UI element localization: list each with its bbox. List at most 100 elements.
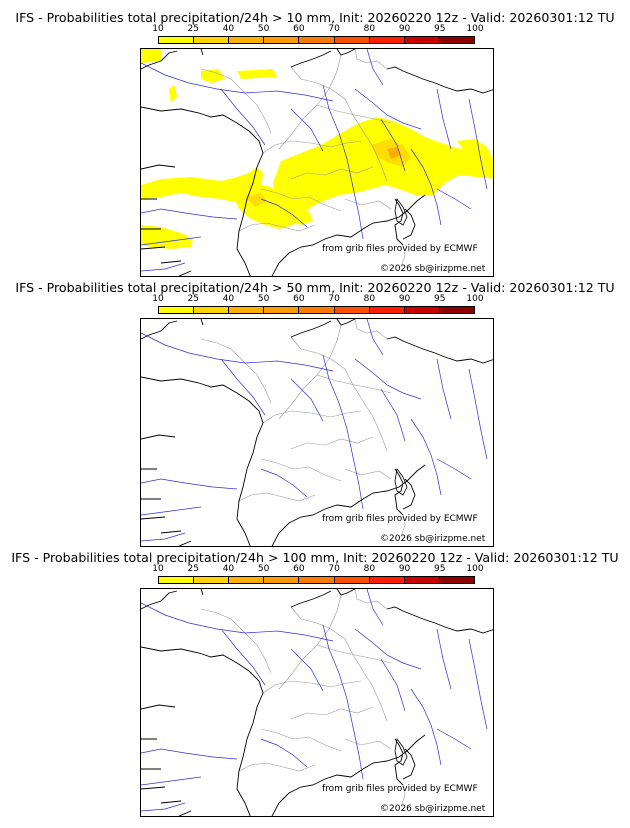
map-canvas [141,589,493,816]
corsica-outline [394,198,408,226]
colorbar-segment [334,577,370,583]
colorbar-segment [334,37,370,43]
forecast-panel-100mm: IFS - Probabilities total precipitation/… [0,540,630,817]
panel-title: IFS - Probabilities total precipitation/… [15,280,615,295]
colorbar-tick-label: 50 [257,564,270,574]
colorbar-segment [229,307,265,313]
colorbar-tick-label: 60 [293,294,305,304]
colorbar-tick-label: 25 [187,24,199,34]
colorbar-tick-label: 100 [466,294,484,304]
colorbar-segment [194,37,230,43]
colorbar-tick-label: 70 [328,24,340,34]
colorbar-segment [369,37,405,43]
colorbar-segment [194,577,230,583]
source-credit: from grib files provided by ECMWF [322,244,478,254]
source-credit: from grib files provided by ECMWF [322,514,478,524]
copyright-credit: ©2026 sb@irizpme.net [380,804,486,814]
colorbar-tick-label: 90 [398,24,411,34]
colorbar-segment [334,307,370,313]
colorbar-tick-label: 100 [466,564,484,574]
precip-area [237,69,277,79]
precip-map [140,318,494,547]
colorbar-segment [404,307,440,313]
colorbar [158,36,475,44]
panel-title: IFS - Probabilities total precipitation/… [11,550,619,565]
colorbar-segment [404,577,440,583]
rivers [141,49,488,272]
coastline [141,319,493,546]
colorbar-segment [159,37,195,43]
corsica-outline [394,738,408,766]
precip-area [141,49,161,63]
colorbar-tick-label: 70 [328,294,340,304]
colorbar-tick-label: 10 [152,294,164,304]
colorbar-segment [159,307,195,313]
colorbar-segment [264,307,300,313]
colorbar-segment [439,577,474,583]
colorbar-segment [439,307,474,313]
rivers [141,319,488,542]
precip-area [169,85,177,103]
region-borders [200,49,406,268]
panel-title: IFS - Probabilities total precipitation/… [15,10,615,25]
colorbar-segment [264,37,300,43]
colorbar-tick-label: 95 [434,564,446,574]
forecast-panel-50mm: IFS - Probabilities total precipitation/… [0,270,630,547]
coastline [141,49,493,276]
copyright-credit: ©2026 sb@irizpme.net [380,534,486,544]
colorbar-tick-label: 50 [257,294,270,304]
colorbar-segment [299,307,335,313]
source-credit: from grib files provided by ECMWF [322,784,478,794]
colorbar-tick-label: 90 [398,294,411,304]
precip-area [273,117,493,215]
forecast-panel-10mm: IFS - Probabilities total precipitation/… [0,0,630,277]
corsica-outline [394,468,408,496]
colorbar-segment [229,577,265,583]
colorbar-tick-label: 25 [187,564,199,574]
map-canvas [141,49,493,276]
coastline [141,589,493,816]
copyright-credit: ©2026 sb@irizpme.net [380,264,486,274]
colorbar-segment [404,37,440,43]
colorbar-tick-label: 10 [152,564,164,574]
region-borders [200,319,406,538]
precip-map [140,48,494,277]
colorbar-segment [194,307,230,313]
colorbar-tick-label: 95 [434,294,446,304]
precip-map [140,588,494,817]
colorbar-tick-label: 80 [363,294,376,304]
colorbar-tick-label: 50 [257,24,270,34]
colorbar-segment [369,577,405,583]
precip-area [457,139,493,161]
precip-area [289,209,313,225]
colorbar-tick-label: 25 [187,294,199,304]
colorbar-tick-label: 40 [222,24,235,34]
colorbar-segment [369,307,405,313]
colorbar-tick-label: 80 [363,564,376,574]
precip-core [245,193,267,207]
colorbar-tick-label: 70 [328,564,340,574]
colorbar-segment [299,37,335,43]
colorbar-tick-label: 60 [293,564,305,574]
colorbar-segment [299,577,335,583]
colorbar-segment [439,37,474,43]
colorbar [158,306,475,314]
region-borders [200,589,406,808]
colorbar-tick-label: 10 [152,24,164,34]
colorbar-segment [229,37,265,43]
colorbar-tick-label: 95 [434,24,446,34]
colorbar-segment [264,577,300,583]
precip-area [201,69,225,83]
colorbar-tick-label: 40 [222,294,235,304]
precip-peak [387,147,401,159]
precip-area [141,167,263,203]
colorbar-tick-label: 40 [222,564,235,574]
colorbar-tick-label: 100 [466,24,484,34]
map-canvas [141,319,493,546]
colorbar-tick-label: 80 [363,24,376,34]
rivers [141,589,488,812]
colorbar-tick-label: 60 [293,24,305,34]
colorbar [158,576,475,584]
colorbar-segment [159,577,195,583]
colorbar-tick-label: 90 [398,564,411,574]
